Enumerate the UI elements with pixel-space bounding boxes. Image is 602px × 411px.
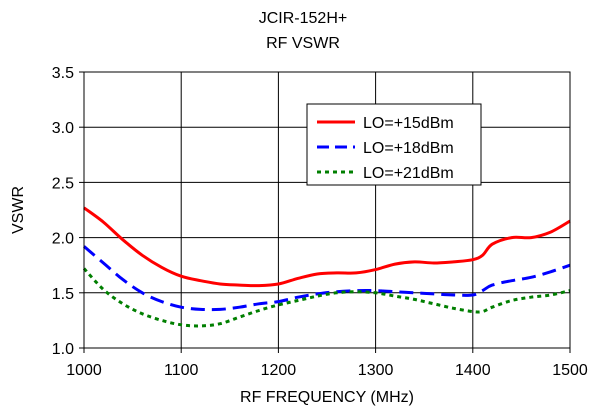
y-tick-label: 2.0 [52,231,74,248]
y-tick-label: 3.0 [52,120,74,137]
y-axis-label: VSWR [10,186,27,234]
legend-label-3: LO=+21dBm [363,165,454,182]
x-tick-label: 1500 [552,362,588,379]
tick-labels: 1000 1100 1200 1300 1400 1500 1.0 1.5 2.0 2.5 3.0 3… [52,65,588,379]
y-tick-label: 2.5 [52,175,74,192]
x-tick-label: 1100 [164,362,199,379]
legend-label-1: LO=+15dBm [363,115,454,132]
x-tick-label: 1000 [66,362,102,379]
x-axis-label: RF FREQUENCY (MHz) [240,389,414,406]
series-group [82,206,571,328]
series-line-2 [83,245,571,312]
series-line-1 [83,206,571,288]
plot-frame [83,71,571,349]
x-tick-label: 1300 [358,362,394,379]
chart-title: JCIR-152H+ [259,10,347,27]
x-tick-label: 1200 [261,362,297,379]
y-tick-label: 1.0 [52,341,74,358]
legend: LO=+15dBm LO=+18dBm LO=+21dBm [306,103,482,186]
y-tick-label: 3.5 [52,65,74,82]
chart-subtitle: RF VSWR [266,35,340,52]
legend-label-2: LO=+18dBm [363,140,454,157]
x-tick-label: 1400 [455,362,491,379]
y-tick-label: 1.5 [52,286,74,303]
series-line-3 [82,267,571,328]
